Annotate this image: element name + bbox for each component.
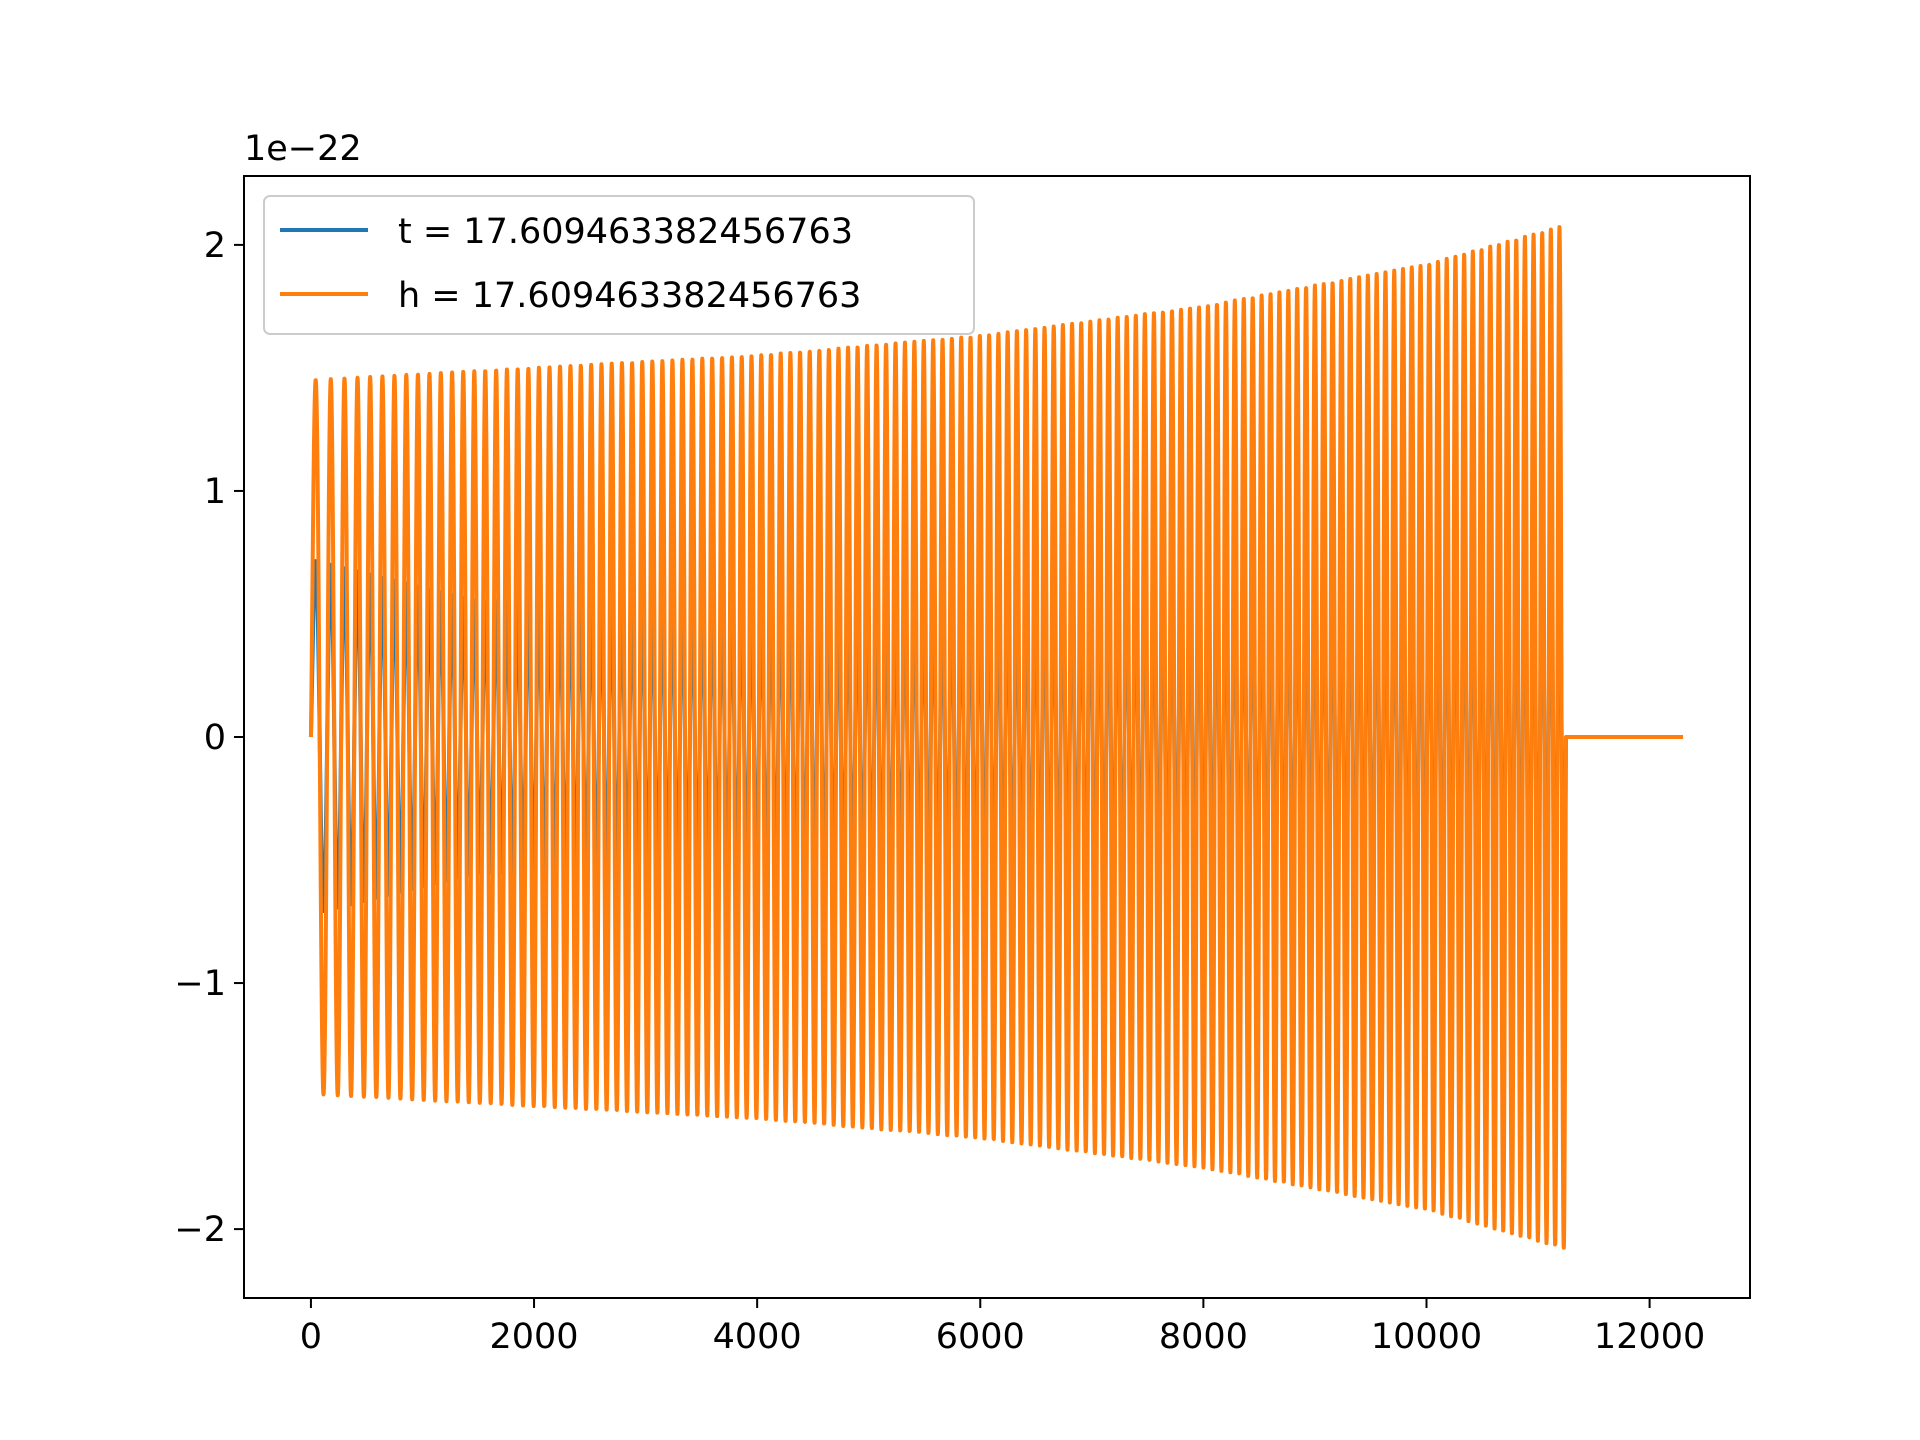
x-tick-label: 8000 xyxy=(1159,1317,1248,1357)
y-tick-label: −2 xyxy=(174,1210,226,1250)
legend-label-t: t = 17.609463382456763 xyxy=(398,212,853,252)
legend-frame xyxy=(263,195,975,335)
x-tick-label: 12000 xyxy=(1594,1317,1705,1357)
y-tick-label: −1 xyxy=(174,964,226,1004)
y-tick-label: 0 xyxy=(204,718,226,758)
y-tick-label: 2 xyxy=(204,226,226,266)
x-axis: 0 2000 4000 6000 8000 10000 12000 xyxy=(300,1298,1705,1357)
x-tick-label: 6000 xyxy=(936,1317,1025,1357)
legend: t = 17.609463382456763 h = 17.6094633824… xyxy=(263,195,975,335)
y-axis: −2 −1 0 1 2 xyxy=(174,226,244,1250)
y-tick-label: 1 xyxy=(204,472,226,512)
x-tick-label: 10000 xyxy=(1371,1317,1482,1357)
x-tick-label: 2000 xyxy=(490,1317,579,1357)
series-layer xyxy=(308,225,1684,1250)
legend-label-h: h = 17.609463382456763 xyxy=(398,276,861,316)
x-tick-label: 0 xyxy=(300,1317,322,1357)
series-line-h xyxy=(308,225,1684,1250)
y-offset-label: 1e−22 xyxy=(244,129,362,169)
x-tick-label: 4000 xyxy=(713,1317,802,1357)
